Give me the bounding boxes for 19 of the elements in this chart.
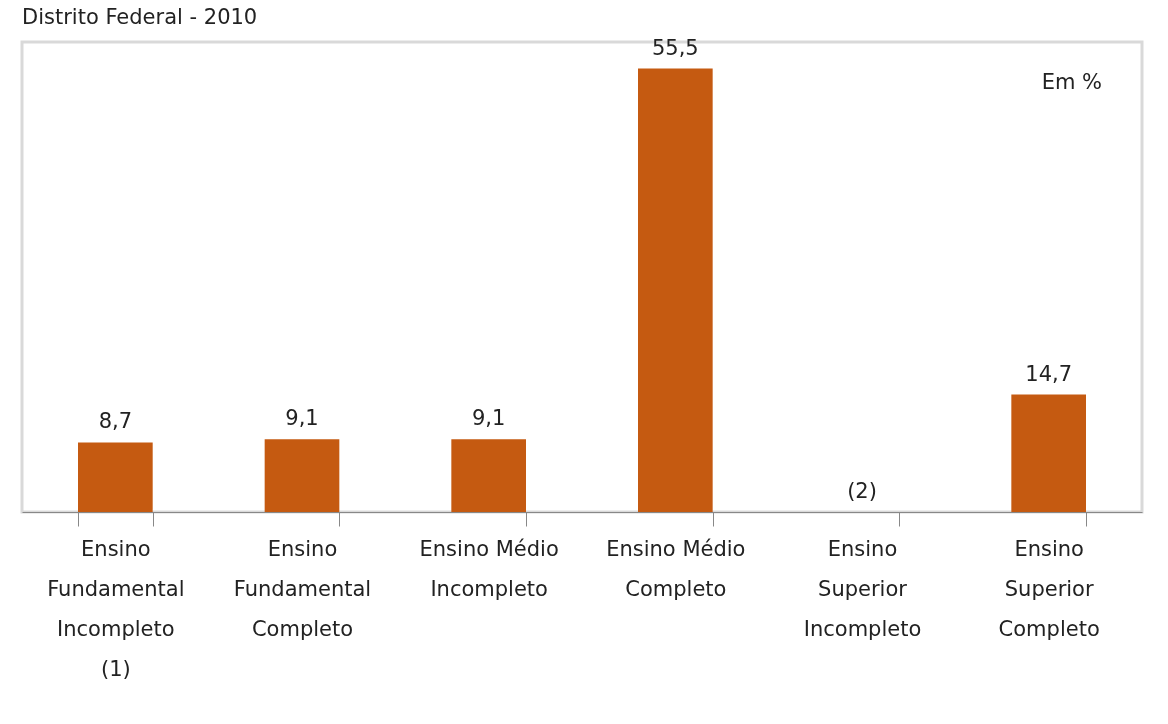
bar: [451, 439, 526, 512]
chart-title: Distrito Federal - 2010: [22, 4, 258, 29]
bar: [638, 68, 713, 512]
x-tick-label: Ensino Médio Completo: [606, 536, 746, 601]
bar: [264, 439, 340, 512]
x-tick-label: Ensino Médio Incompleto: [419, 536, 559, 601]
x-tick-label: Ensino Fundamental Incompleto (1): [47, 536, 185, 681]
bar: [1011, 394, 1086, 512]
text: (2): [847, 479, 877, 503]
bar: [78, 442, 153, 512]
x-tick-label: Ensino Fundamental Completo: [233, 536, 372, 641]
data-label: 55,5: [651, 35, 699, 60]
data-label: 9,1: [285, 406, 319, 431]
data-label: 8,7: [98, 409, 133, 434]
data-label: 14,7: [1025, 361, 1073, 386]
data-label: 9,1: [471, 406, 506, 431]
x-tick-label: Ensino Superior Completo: [998, 536, 1100, 641]
annotation: Em %: [1041, 70, 1102, 94]
x-tick-label: Ensino Superior Incompleto: [803, 536, 922, 641]
